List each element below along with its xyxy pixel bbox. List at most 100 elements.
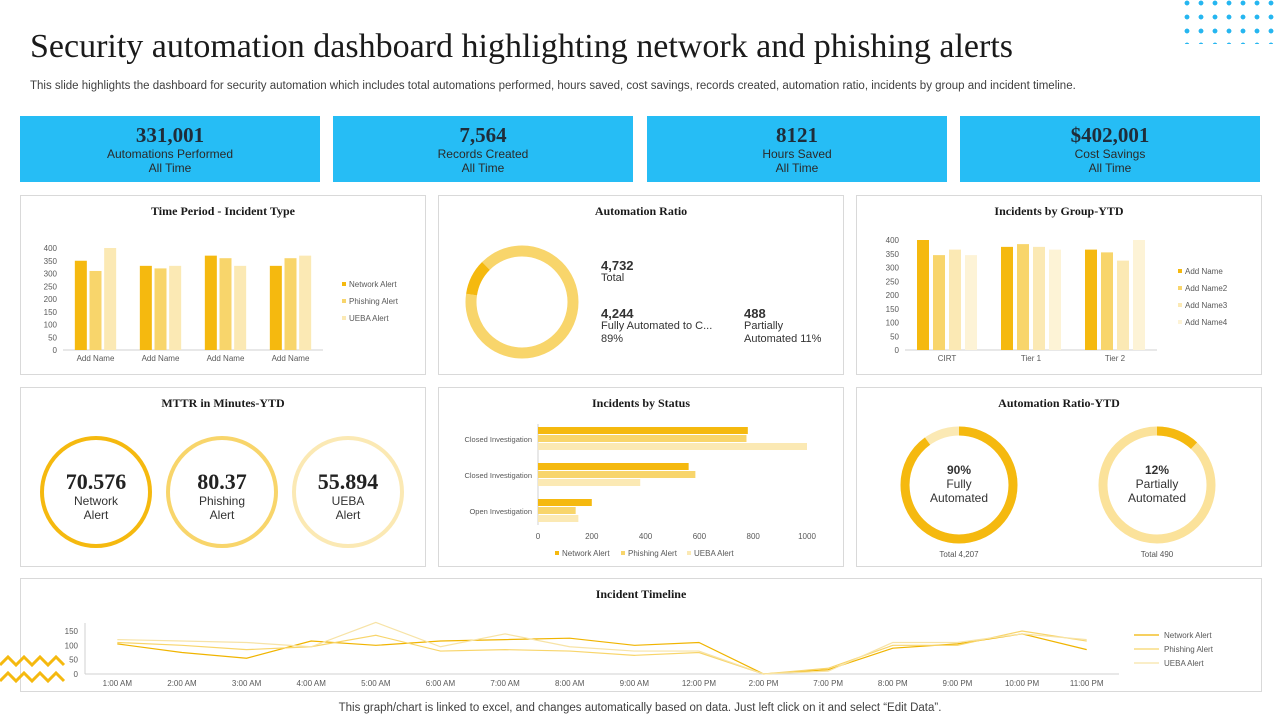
time-period-chart: 0 50 100 150 200 250 300 350 400 Add Name Add Name… (44, 244, 399, 363)
x-tick-label: 10:00 PM (1005, 679, 1040, 688)
x-tick-label: Add Name (207, 354, 245, 363)
ytd-partial-line1: Partially (1135, 477, 1179, 491)
x-tick-label: 5:00 AM (361, 679, 391, 688)
mttr-phishing-ring: 80.37 Phishing Alert (166, 436, 278, 548)
page-subtitle: This slide highlights the dashboard for … (30, 80, 1076, 92)
kpi-value: 7,564 (459, 123, 507, 147)
legend-swatch (621, 551, 625, 555)
legend-label: Add Name2 (1185, 284, 1228, 293)
bar (1117, 260, 1129, 350)
panel-title: Automation Ratio-YTD (998, 396, 1120, 410)
series-line (117, 633, 1087, 675)
y-tick-label: 200 (44, 295, 58, 304)
panel-time-period[interactable]: Time Period - Incident Type 0 50 100 150 200… (20, 195, 426, 375)
panel-incidents-status[interactable]: Incidents by Status Closed Investigation… (438, 387, 844, 567)
legend-swatch (1178, 303, 1182, 307)
x-tick-label: Tier 2 (1105, 354, 1126, 363)
y-tick-label: 0 (74, 670, 79, 679)
y-tick-label: 100 (44, 321, 58, 330)
panel-incident-timeline[interactable]: Incident Timeline 0 50 100 150 1:00 AM 2:00 A… (20, 578, 1262, 692)
mttr-ueba-line1: UEBA (331, 494, 365, 508)
page-title: Security automation dashboard highlighti… (30, 28, 1013, 65)
legend-swatch (1178, 286, 1182, 290)
mttr-ueba-line2: Alert (335, 508, 361, 522)
x-tick-label: 6:00 AM (426, 679, 456, 688)
legend-label: Phishing Alert (349, 297, 399, 306)
kpi-sublabel: All Time (461, 161, 505, 175)
bar (89, 270, 102, 350)
ratio-fully-label: Fully Automated to C... (601, 320, 713, 332)
y-tick-label: 250 (886, 277, 900, 286)
y-tick-label: 150 (65, 627, 79, 636)
bar (269, 265, 282, 350)
legend-swatch (342, 316, 346, 320)
bar (169, 265, 182, 350)
x-tick-label: 2:00 AM (167, 679, 197, 688)
automation-ratio-donut (465, 245, 579, 359)
y-tick-label: 0 (53, 346, 58, 355)
legend-label: Phishing Alert (1164, 645, 1214, 654)
bar (204, 255, 217, 350)
kpi-label: Automations Performed (106, 147, 234, 161)
kpi-label: Records Created (437, 147, 529, 161)
donut-fill (1098, 426, 1216, 544)
y-tick-label: 150 (44, 308, 58, 317)
incidents-status-chart: Closed Investigation Closed Investigation… (464, 424, 816, 558)
panel-title: Time Period - Incident Type (151, 204, 295, 218)
panel-title: Automation Ratio (594, 204, 688, 218)
series-line (117, 630, 1087, 675)
bar (234, 265, 247, 350)
kpi-value: 331,001 (135, 123, 205, 147)
bar (538, 515, 579, 522)
y-tick-label: 50 (69, 656, 78, 665)
y-tick-label: 100 (65, 641, 79, 650)
kpi-label: Cost Savings (1074, 147, 1146, 161)
donut-slice (465, 245, 579, 359)
x-tick-label: Add Name (77, 354, 115, 363)
bar (1085, 249, 1097, 350)
y-tick-label: 300 (44, 270, 58, 279)
x-tick-label: 9:00 PM (943, 679, 973, 688)
ytd-partial-total: Total 490 (1140, 550, 1174, 559)
donut-fill (900, 426, 1018, 544)
ratio-fully-pct: 89% (601, 333, 624, 345)
mttr-network-value: 70.576 (65, 469, 127, 494)
bar (1101, 252, 1113, 350)
kpi-sublabel: All Time (1088, 161, 1132, 175)
legend-label: Add Name (1185, 267, 1223, 276)
panel-automation-ratio[interactable]: Automation Ratio 4,732 Total 4,244 Fully… (438, 195, 844, 375)
bar (538, 443, 807, 450)
x-tick-label: 400 (639, 532, 653, 541)
panel-ratio-ytd[interactable]: Automation Ratio-YTD 90% Fully Automated… (856, 387, 1262, 567)
y-tick-label: 0 (895, 346, 900, 355)
legend-swatch (1178, 320, 1182, 324)
mttr-phishing-value: 80.37 (197, 469, 247, 494)
ratio-fully-block: 4,244 Fully Automated to C... 89% (601, 307, 712, 346)
legend-label: Phishing Alert (628, 549, 678, 558)
panel-incidents-group[interactable]: Incidents by Group-YTD 0 50 100 150 200 250 30… (856, 195, 1262, 375)
panel-title: Incident Timeline (595, 587, 687, 601)
bar (284, 258, 297, 350)
bar (538, 507, 576, 514)
legend-swatch (1178, 269, 1182, 273)
kpi-sublabel: All Time (775, 161, 819, 175)
ratio-partial-value: 488 (744, 306, 766, 321)
ytd-partial-line2: Automated (1127, 491, 1187, 505)
kpi-value: $402,001 (1070, 123, 1150, 147)
kpi-label: Hours Saved (762, 147, 832, 161)
kpi-value: 8121 (776, 123, 818, 147)
legend-label: Network Alert (349, 280, 397, 289)
bar (104, 248, 117, 350)
panel-mttr[interactable]: MTTR in Minutes-YTD 70.576 Network Alert… (20, 387, 426, 567)
panel-title: Incidents by Status (591, 396, 691, 410)
kpi-card-automations: 331,001 Automations Performed All Time (20, 116, 320, 182)
y-tick-label: 400 (886, 236, 900, 245)
y-tick-label: Open Investigation (469, 507, 532, 516)
ratio-fully-value: 4,244 (601, 306, 634, 321)
ytd-fully-total: Total 4,207 (939, 550, 979, 559)
ytd-partial-label: 12% Partially Automated (1107, 463, 1207, 505)
x-tick-label: Add Name (142, 354, 180, 363)
y-tick-label: 50 (890, 332, 899, 341)
ratio-total-block: 4,732 Total (601, 259, 634, 285)
bar (538, 479, 641, 486)
